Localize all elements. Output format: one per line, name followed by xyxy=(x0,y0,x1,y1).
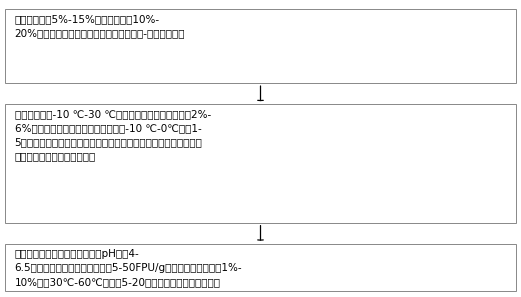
Bar xyxy=(5,104,516,223)
Text: 混合液预冷至-10 ℃-30 ℃，溶解纤维素的质量浓度为2%-
6%的硫酸盐木材漂白浆，所得溶液在-10 ℃-0℃静置1-
5小时，加水稀释，析出溶解的纤维素，: 混合液预冷至-10 ℃-30 ℃，溶解纤维素的质量浓度为2%- 6%的硫酸盐木材… xyxy=(15,109,211,161)
Bar xyxy=(5,244,516,291)
Bar xyxy=(5,9,516,83)
Text: 将重生纤维素和纤维素酶加入到pH值为4-
6.5的缓冲液中，纤维素酶用量为5-50FPU/g基质，纤维素浓度为1%-
10%，在30℃-60℃下酶解5-20小时: 将重生纤维素和纤维素酶加入到pH值为4- 6.5的缓冲液中，纤维素酶用量为5-5… xyxy=(15,249,242,287)
Text: 将质量分数为5%-15%的氢氧化钠和10%-
20%尿素溶解于去离子水中，得到氢氧化钠-尿素混合液；: 将质量分数为5%-15%的氢氧化钠和10%- 20%尿素溶解于去离子水中，得到氢… xyxy=(15,14,185,38)
